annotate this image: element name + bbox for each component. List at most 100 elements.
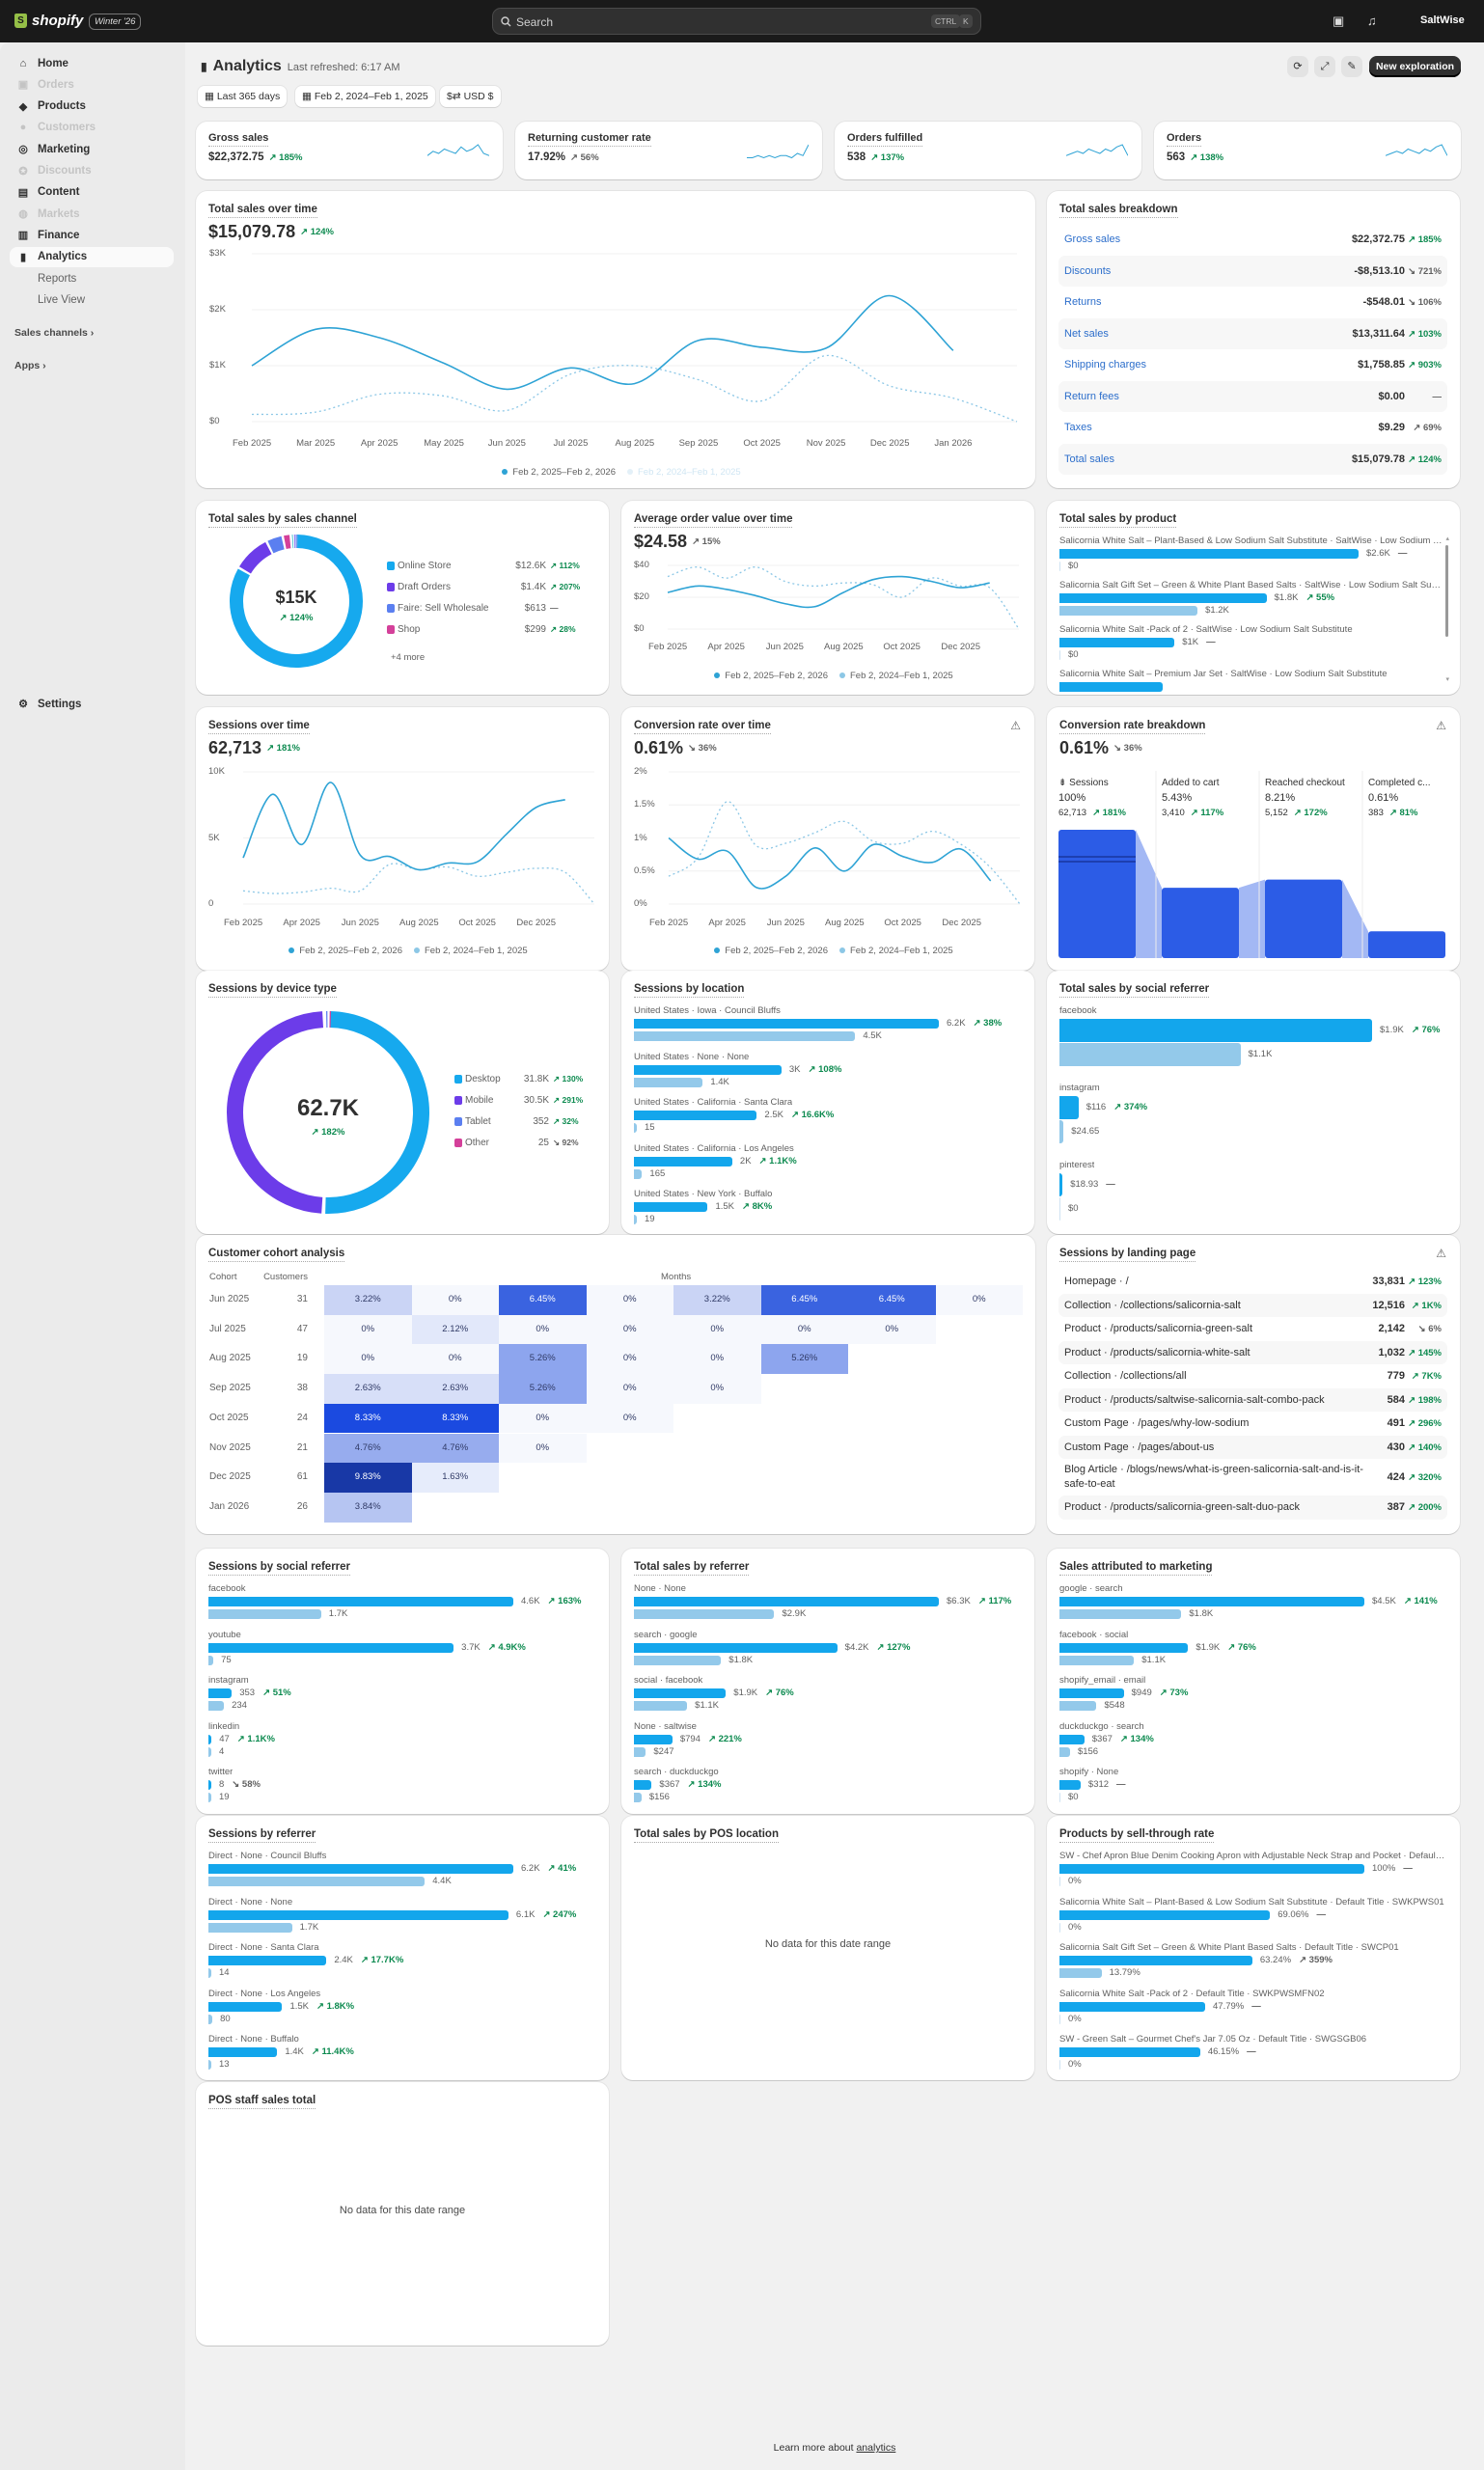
bar-current[interactable] — [1059, 593, 1267, 603]
cohort-cell[interactable]: 6.45% — [499, 1285, 587, 1315]
legend-item-current[interactable]: Feb 2, 2025–Feb 2, 2026 — [702, 671, 828, 681]
table-row[interactable]: Product · /products/salicornia-white-sal… — [1058, 1340, 1447, 1364]
legend-item-current[interactable]: Feb 2, 2025–Feb 2, 2026 — [490, 467, 616, 478]
cohort-cell[interactable]: 8.33% — [411, 1403, 499, 1434]
bar-previous[interactable] — [208, 1701, 225, 1711]
cohort-cell[interactable]: 5.26% — [499, 1344, 587, 1375]
table-row[interactable]: Product · /products/salicornia-green-sal… — [1058, 1496, 1447, 1520]
bar-previous[interactable] — [208, 1968, 211, 1978]
sidebar-section-sales-channels[interactable]: Sales channels › — [14, 327, 94, 339]
bar-current[interactable] — [1059, 638, 1175, 647]
bar-current[interactable] — [208, 1864, 513, 1874]
bar-current[interactable] — [634, 1019, 939, 1029]
bar-previous[interactable] — [634, 1077, 703, 1087]
analytics-help-link[interactable]: analytics — [856, 2442, 896, 2454]
cohort-cell[interactable]: 0% — [673, 1374, 761, 1404]
table-row[interactable]: Homepage · / 33,831 ↗ 123% — [1058, 1270, 1447, 1294]
bar-current[interactable] — [1059, 2047, 1200, 2057]
row-label[interactable]: Taxes — [1064, 422, 1092, 434]
bar-current[interactable] — [1059, 549, 1359, 559]
bar-previous[interactable] — [1059, 606, 1198, 616]
table-row[interactable]: Discounts -$8,513.10 ↘ 721% — [1058, 255, 1447, 287]
card-title[interactable]: Sales attributed to marketing — [1059, 1560, 1213, 1576]
cohort-cell[interactable]: 5.26% — [499, 1374, 587, 1404]
legend-item-previous[interactable]: Feb 2, 2024–Feb 1, 2025 — [616, 467, 741, 478]
cohort-cell[interactable]: 2.63% — [324, 1374, 412, 1404]
legend-item[interactable]: Draft Orders $1.4K ↗ 207% — [387, 581, 580, 594]
cohort-cell[interactable]: 0% — [411, 1285, 499, 1315]
card-title[interactable]: Sessions by referrer — [208, 1827, 316, 1843]
card-title[interactable]: Total sales by product — [1059, 512, 1177, 528]
bar-previous[interactable] — [1059, 1746, 1070, 1757]
card-title[interactable]: Total sales by POS location — [634, 1827, 779, 1843]
bar-previous[interactable] — [1059, 1968, 1102, 1978]
bar-previous[interactable] — [1059, 1609, 1182, 1619]
cohort-cell[interactable]: 3.22% — [324, 1285, 412, 1315]
edition-badge[interactable]: Winter '26 — [89, 14, 142, 30]
legend-item-current[interactable]: Feb 2, 2025–Feb 2, 2026 — [702, 946, 828, 956]
store-icon[interactable]: ▣ — [1333, 14, 1345, 28]
table-row[interactable]: Returns -$548.01 ↘ 106% — [1058, 287, 1447, 318]
card-title[interactable]: Total sales by social referrer — [1059, 982, 1210, 998]
bar-previous[interactable] — [634, 1793, 642, 1802]
card-title[interactable]: Conversion rate over time — [634, 719, 771, 734]
bar-current[interactable] — [634, 1642, 838, 1653]
bar-current[interactable] — [208, 1597, 513, 1606]
bar-current[interactable] — [208, 1909, 508, 1920]
bar-previous[interactable] — [208, 1922, 292, 1933]
sidebar-section-apps[interactable]: Apps › — [14, 360, 46, 371]
sidebar-item-orders[interactable]: ▣ Orders — [10, 74, 174, 95]
sidebar-item-content[interactable]: ▤ Content — [10, 182, 174, 203]
filter-calendar-compare[interactable]: ▦ Feb 2, 2024–Feb 1, 2025 — [295, 86, 435, 107]
cohort-cell[interactable]: 0% — [499, 1403, 587, 1434]
cohort-cell[interactable]: 0% — [586, 1374, 673, 1404]
row-label[interactable]: Total sales — [1064, 453, 1114, 465]
card-title[interactable]: Conversion rate breakdown — [1059, 719, 1206, 734]
more-link[interactable]: +4 more — [391, 652, 426, 663]
cohort-cell[interactable]: 0% — [673, 1314, 761, 1345]
cohort-cell[interactable]: 0% — [586, 1344, 673, 1375]
table-row[interactable]: Custom Page · /pages/about-us 430 ↗ 140% — [1058, 1435, 1447, 1459]
bar-current[interactable] — [208, 2001, 283, 2012]
cohort-cell[interactable]: 2.12% — [411, 1314, 499, 1345]
bar-current[interactable] — [1059, 1642, 1189, 1653]
bar-current[interactable] — [634, 1202, 708, 1212]
new-exploration-button[interactable]: New exploration — [1369, 56, 1461, 77]
card-title[interactable]: Sessions by device type — [208, 982, 337, 998]
edit-button[interactable]: ✎ — [1341, 56, 1362, 77]
kpi-card[interactable]: Returning customer rate 17.92% ↗ 56% — [515, 122, 822, 179]
cohort-cell[interactable]: 9.83% — [324, 1463, 412, 1493]
cohort-cell[interactable]: 1.63% — [411, 1463, 499, 1493]
scroll-up-icon[interactable]: ▴ — [1445, 535, 1449, 542]
bar-previous[interactable] — [1059, 1793, 1060, 1802]
bar-previous[interactable] — [634, 1031, 856, 1041]
cohort-cell[interactable]: 0% — [760, 1314, 848, 1345]
legend-item[interactable]: Online Store $12.6K ↗ 112% — [387, 560, 580, 573]
bar-previous[interactable] — [1059, 562, 1060, 571]
bar-current[interactable] — [634, 1156, 732, 1166]
cohort-cell[interactable]: 6.45% — [760, 1285, 848, 1315]
legend-item[interactable]: Tablet 352 ↗ 32% — [454, 1115, 582, 1129]
kpi-card[interactable]: Gross sales $22,372.75 ↗ 185% — [196, 122, 503, 179]
bar-current[interactable] — [1059, 1734, 1085, 1744]
table-row[interactable]: Total sales $15,079.78 ↗ 124% — [1058, 443, 1447, 475]
cohort-cell[interactable]: 5.26% — [760, 1344, 848, 1375]
bar-previous[interactable] — [1059, 1922, 1060, 1933]
bar-current[interactable] — [1059, 1909, 1271, 1920]
refresh-button[interactable]: ⟳ — [1287, 56, 1308, 77]
cohort-cell[interactable]: 0% — [499, 1314, 587, 1345]
sidebar-item-settings[interactable]: ⚙ Settings — [10, 694, 174, 714]
card-title[interactable]: Products by sell-through rate — [1059, 1827, 1215, 1843]
bell-icon[interactable]: ♫ — [1367, 14, 1377, 28]
bar-current[interactable] — [1059, 1688, 1124, 1698]
legend-item-previous[interactable]: Feb 2, 2024–Feb 1, 2025 — [402, 946, 528, 956]
filter-calendar[interactable]: ▦ Last 365 days — [198, 86, 288, 107]
cohort-cell[interactable]: 4.76% — [324, 1433, 412, 1464]
bar-current[interactable] — [208, 2047, 278, 2057]
card-title[interactable]: Total sales breakdown — [1059, 203, 1178, 218]
table-row[interactable]: Shipping charges $1,758.85 ↗ 903% — [1058, 349, 1447, 381]
bar-previous[interactable] — [1059, 2060, 1060, 2070]
bar-previous[interactable] — [1059, 650, 1060, 660]
table-row[interactable]: Blog Article · /blogs/news/what-is-green… — [1058, 1459, 1447, 1496]
